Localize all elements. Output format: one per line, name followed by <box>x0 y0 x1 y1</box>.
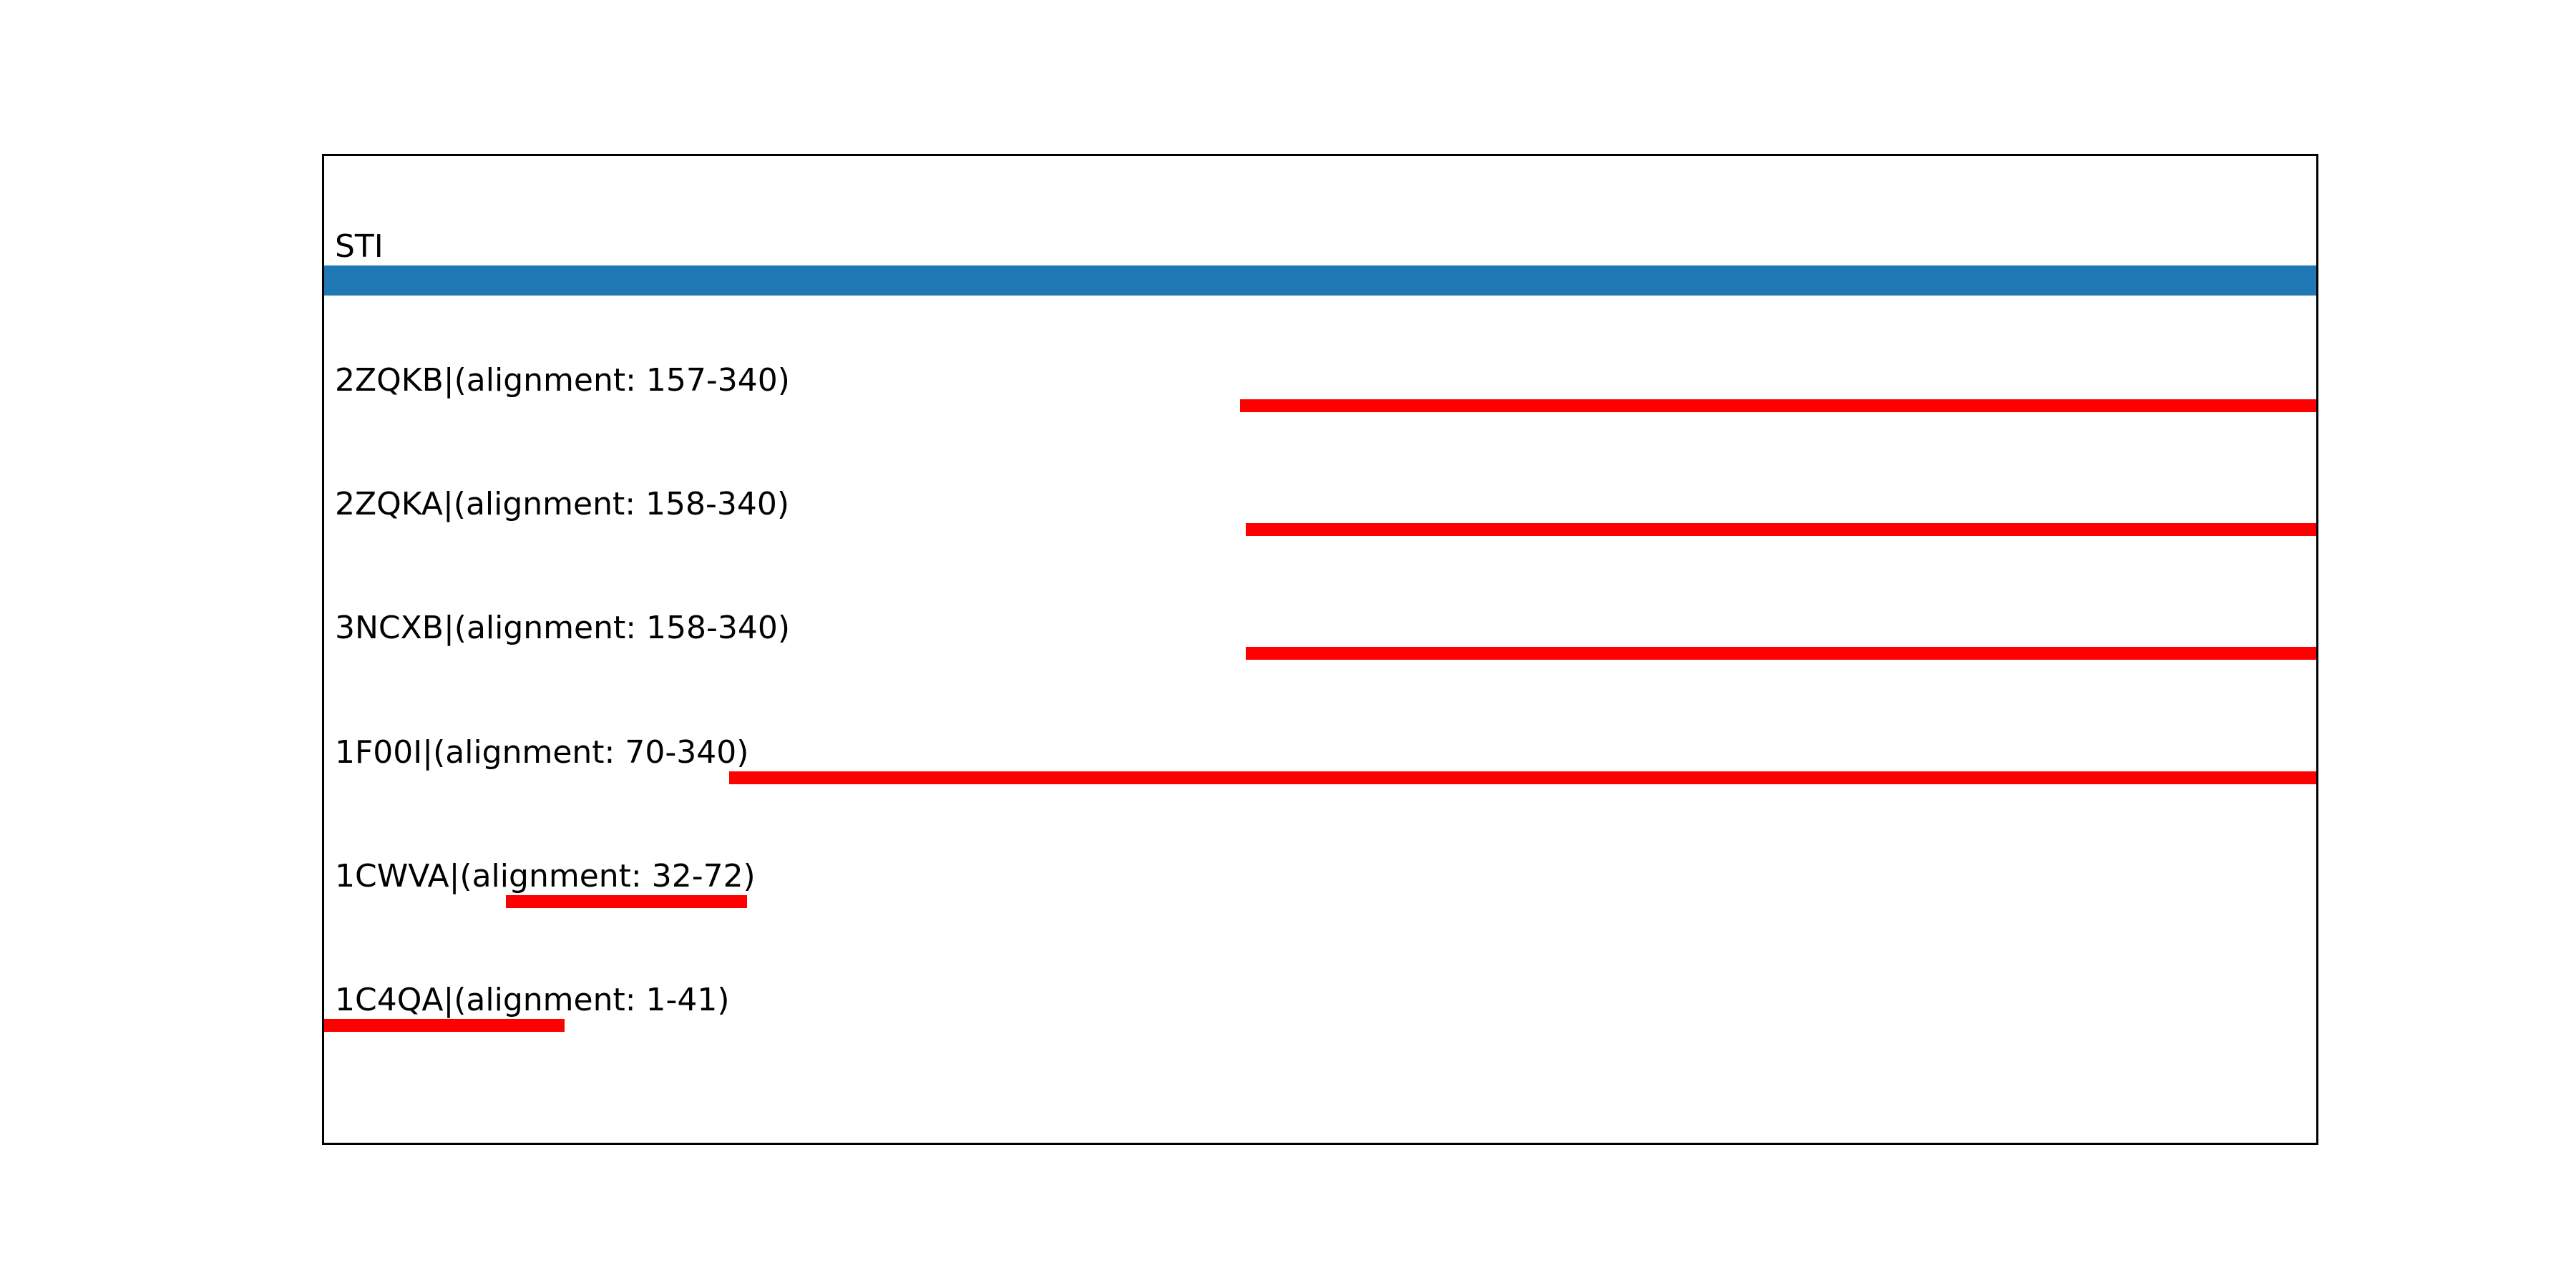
hit-2zqka-label: 2ZQKA|(alignment: 158-340) <box>335 486 790 523</box>
hit-1cwva-label: 1CWVA|(alignment: 32-72) <box>335 857 756 894</box>
plot-area: STI 2ZQKB|(alignment: 157-340) 2ZQKA|(alig… <box>322 154 2318 1145</box>
hit-1f00i-label: 1F00I|(alignment: 70-340) <box>335 733 749 771</box>
query-label: STI <box>335 228 384 265</box>
hit-1cwva-coverage-bar <box>506 894 747 908</box>
hit-2zqkb-coverage-bar <box>1240 399 2316 412</box>
query-coverage-bar <box>324 265 2316 296</box>
hit-1c4qa-label: 1C4QA|(alignment: 1-41) <box>335 982 730 1018</box>
hit-1c4qa-coverage-bar <box>324 1019 565 1032</box>
hit-3ncxb-label: 3NCXB|(alignment: 158-340) <box>335 610 791 647</box>
hit-3ncxb-coverage-bar <box>1246 647 2316 660</box>
hit-2zqkb-label: 2ZQKB|(alignment: 157-340) <box>335 362 790 399</box>
hit-2zqka-coverage-bar <box>1246 523 2316 537</box>
hit-1f00i-coverage-bar <box>729 771 2316 784</box>
